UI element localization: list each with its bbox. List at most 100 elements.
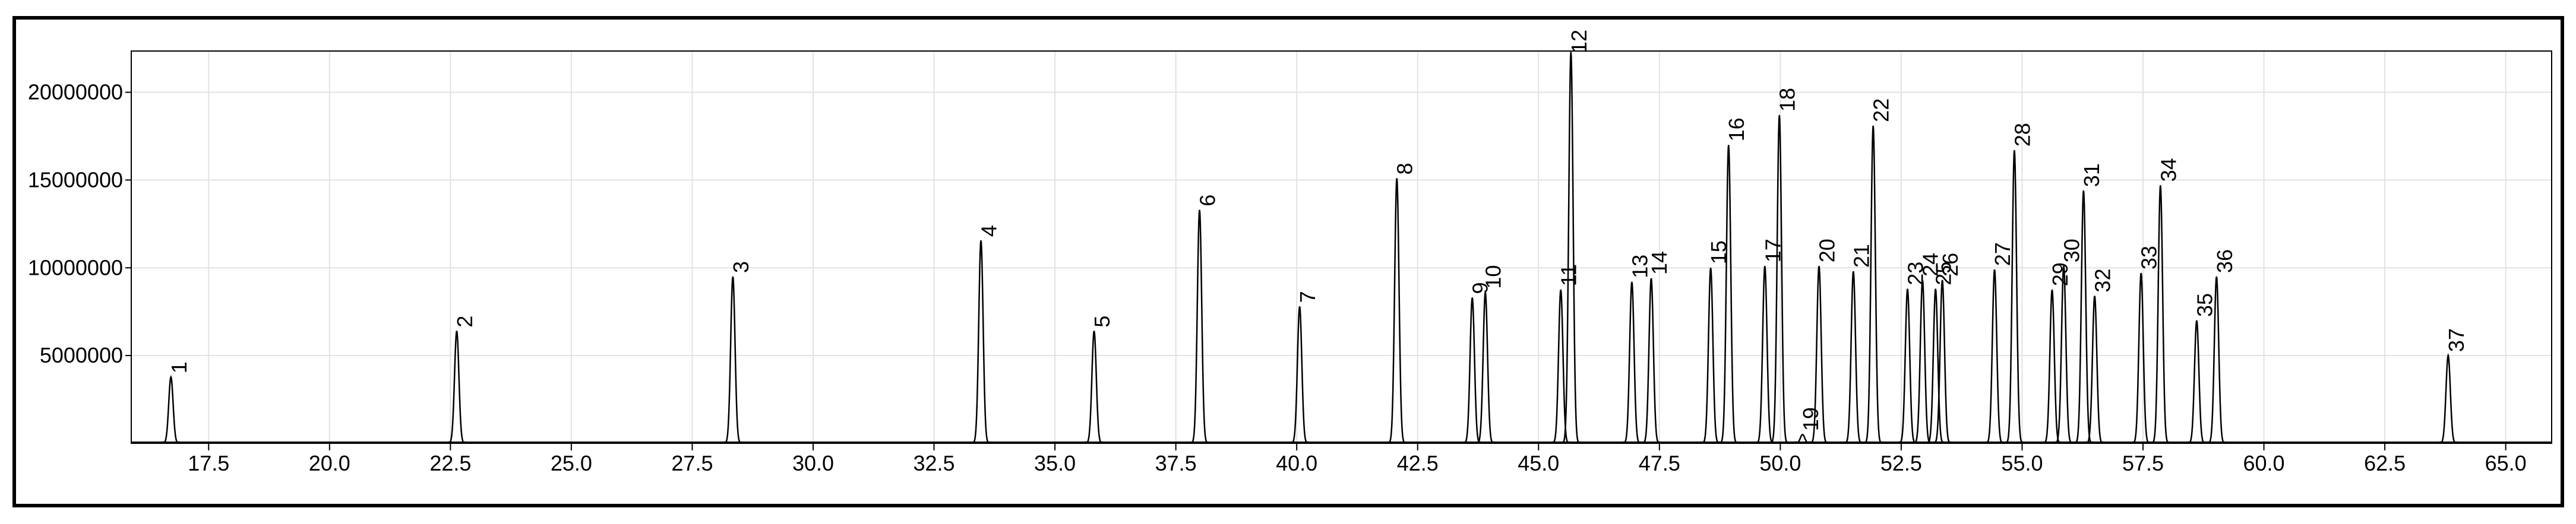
x-tick-label: 32.5 [914,451,955,475]
peak [2055,266,2073,443]
peak [1190,209,1209,443]
peak-label: 19 [1799,407,1823,431]
peak-label: 8 [1393,163,1417,174]
x-tick-label: 60.0 [2243,451,2285,475]
x-tick-label: 52.5 [1880,451,1922,475]
peak-label: 10 [1481,265,1506,289]
peak-label: 17 [1760,239,1785,262]
peak-label: 7 [1295,291,1320,303]
peak-label: 22 [1869,99,1894,122]
peak [1702,268,1720,443]
x-tick-label: 65.0 [2485,451,2527,475]
peak-label: 34 [2156,158,2180,182]
peak [1720,145,1737,443]
peak [724,276,742,443]
peak-label: 6 [1196,195,1220,207]
x-tick-label: 42.5 [1397,451,1439,475]
peak-label: 9 [1468,282,1493,294]
peak [162,374,180,443]
peak [1986,269,2003,443]
y-tick-label: 5000000 [40,343,123,367]
y-tick-label: 20000000 [28,80,123,104]
peak [2005,150,2024,443]
x-tick-label: 22.5 [429,451,471,475]
peak [972,240,990,443]
x-tick-label: 25.0 [551,451,592,475]
peak [2188,320,2206,443]
peak-label: 13 [1627,255,1652,278]
peaks [131,52,2552,443]
peak-label: 23 [1904,262,1928,285]
peak [1085,331,1103,443]
peak-label: 30 [2059,239,2084,262]
peak-label: 16 [1724,117,1749,141]
peak [2151,185,2169,443]
peak [1623,281,1641,443]
x-tick-label: 27.5 [671,451,713,475]
x-tick-label: 17.5 [188,451,229,475]
peak-label: 14 [1647,251,1671,275]
x-tick-label: 47.5 [1639,451,1680,475]
peak-label: 3 [729,261,753,273]
peak-label: 15 [1706,240,1731,264]
peak-label: 18 [1775,88,1800,112]
x-tick-label: 20.0 [309,451,350,475]
x-tick-label: 35.0 [1034,451,1076,475]
peak-label: 35 [2192,293,2217,317]
peak-label: 11 [1557,264,1581,286]
peak [1477,292,1494,443]
peak [1927,288,1945,443]
peak [1914,280,1932,443]
peak-label: 24 [1918,253,1943,277]
peak [1933,280,1951,443]
x-tick-label: 57.5 [2122,451,2164,475]
peak [1898,288,1917,443]
frame [12,16,2564,507]
peak-label: 20 [1815,239,1839,262]
x-tick-label: 40.0 [1276,451,1317,475]
x-tick-label: 30.0 [792,451,834,475]
peak [2208,276,2226,443]
peak-label: 32 [2091,269,2115,293]
peak [2132,272,2150,443]
x-tick-label: 50.0 [1759,451,1801,475]
peak [448,331,466,443]
x-tick-label: 62.5 [2364,451,2406,475]
peak [1756,266,1774,443]
peak [2085,296,2104,443]
peak-label: 36 [2212,249,2237,273]
peak-label: 37 [2444,328,2468,352]
x-tick-label: 37.5 [1155,451,1197,475]
peak-label: 33 [2137,246,2161,269]
plot-area [131,50,2552,444]
peak-label: 2 [453,316,477,328]
y-tick-label: 10000000 [28,255,123,280]
y-tick-label: 15000000 [28,167,123,192]
peak [1810,266,1828,443]
peak-label: 1 [167,361,191,373]
peak-label: 27 [1990,242,2015,266]
peak-label: 12 [1567,30,1591,53]
peak [2439,352,2457,443]
peak [1388,178,1406,443]
peak [1771,115,1788,443]
peak [1844,271,1862,443]
peak [1552,290,1570,443]
peak-label: 26 [1938,253,1962,277]
peak-label: 29 [2048,262,2072,286]
peak [1864,125,1882,443]
peak-label: 5 [1090,316,1114,328]
peak-label: 21 [1849,244,1873,268]
peak [1794,433,1812,443]
peak-label: 31 [2079,163,2104,187]
peak [1562,52,1580,443]
grid [131,51,2552,443]
peak-label: 4 [977,225,1001,237]
labels: 17.5 20.0 22.5 25.0 27.5 30.0 32.5 35.0 37.5 40.0… [28,30,2527,475]
peak [1464,297,1481,443]
peak [1291,306,1308,443]
peak-label: 28 [2010,123,2034,147]
peak [1642,278,1660,443]
